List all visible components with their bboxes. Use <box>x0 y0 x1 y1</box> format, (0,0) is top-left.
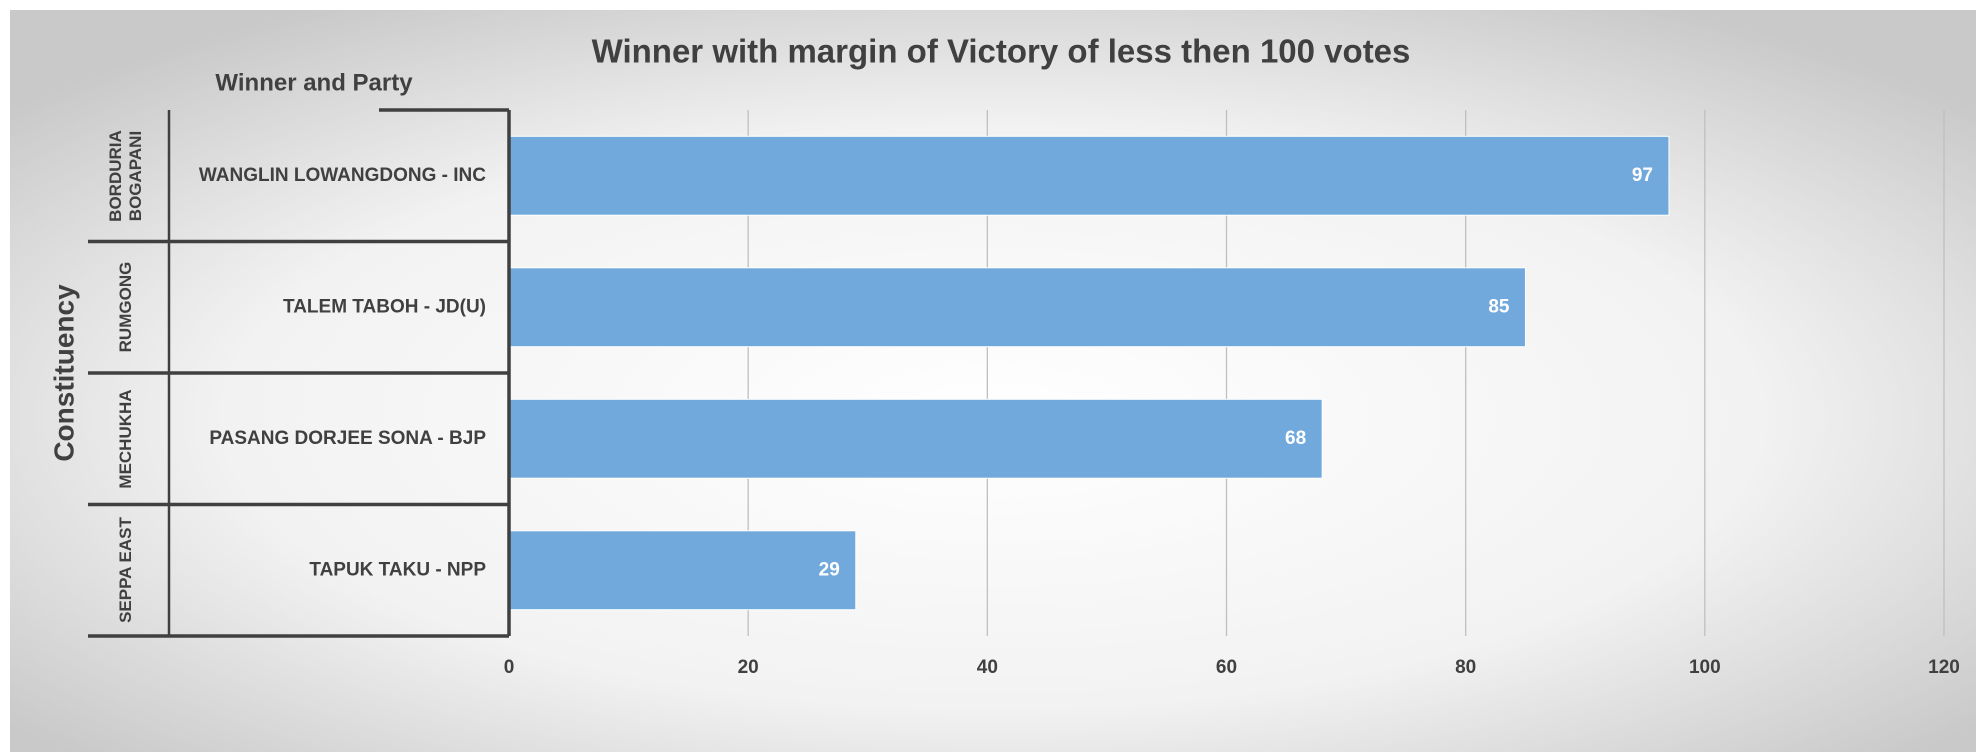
chart-title: Winner with margin of Victory of less th… <box>592 33 1411 70</box>
bar <box>508 398 1323 479</box>
constituency-label: SEPPA EAST <box>116 517 135 624</box>
x-tick-label: 80 <box>1455 657 1476 678</box>
category-label: WANGLIN LOWANGDONG - INC <box>199 165 486 186</box>
x-tick-label: 120 <box>1928 657 1960 678</box>
data-label: 85 <box>1488 296 1510 317</box>
category-label: TAPUK TAKU - NPP <box>309 559 486 580</box>
data-label: 29 <box>819 559 840 580</box>
constituency-label: MECHUKHA <box>116 389 135 489</box>
x-tick-label: 40 <box>977 657 998 678</box>
category-label: PASANG DORJEE SONA - BJP <box>209 428 486 449</box>
x-tick-label: 20 <box>738 657 759 678</box>
constituency-label: BORDURIA BOGAPANI <box>106 129 145 222</box>
data-label: 97 <box>1632 165 1653 186</box>
category-header: Winner and Party <box>215 69 413 96</box>
bar <box>508 530 857 611</box>
x-tick-label: 0 <box>504 657 515 678</box>
bar <box>508 135 1670 216</box>
category-label: TALEM TABOH - JD(U) <box>283 296 486 317</box>
chart-background <box>10 10 1976 752</box>
bar <box>508 267 1526 348</box>
data-label: 68 <box>1285 428 1306 449</box>
x-tick-label: 60 <box>1216 657 1237 678</box>
x-tick-label: 100 <box>1689 657 1721 678</box>
y-axis-title: Constituency <box>48 284 79 462</box>
constituency-label: RUMGONG <box>116 261 135 353</box>
